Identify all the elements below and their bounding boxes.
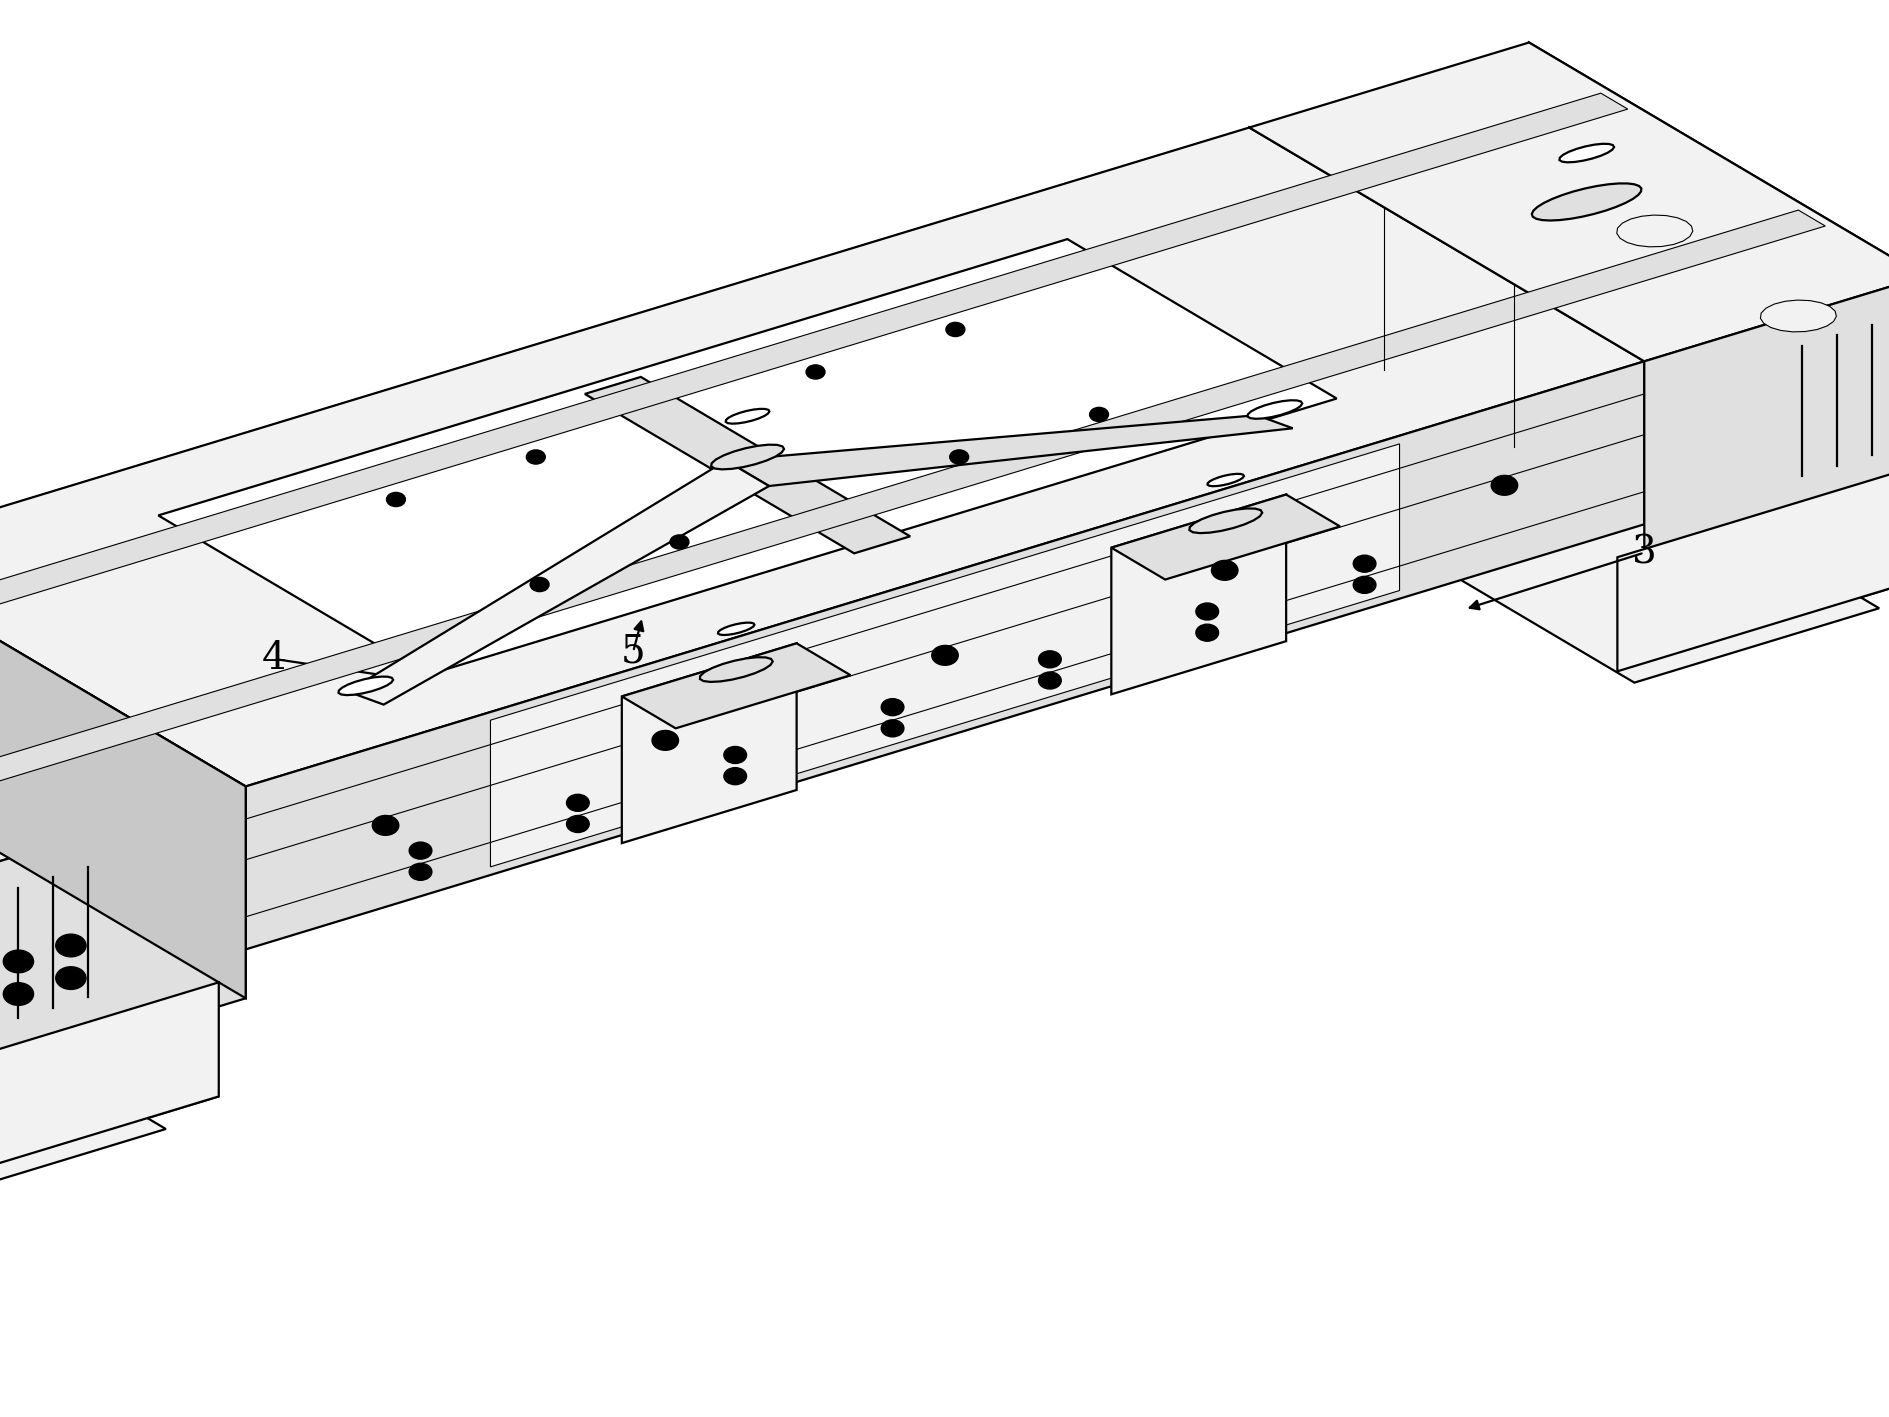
Polygon shape [246, 361, 1643, 949]
Polygon shape [621, 643, 797, 843]
Circle shape [723, 768, 746, 785]
Polygon shape [0, 982, 219, 1192]
Polygon shape [0, 210, 1825, 822]
Polygon shape [1759, 300, 1836, 332]
Polygon shape [0, 948, 166, 1203]
Polygon shape [1643, 276, 1889, 574]
Circle shape [880, 720, 903, 737]
Polygon shape [1111, 495, 1339, 580]
Circle shape [669, 536, 688, 550]
Text: 2: 2 [1105, 364, 1132, 401]
Polygon shape [1530, 183, 1640, 221]
Polygon shape [1558, 143, 1613, 163]
Polygon shape [0, 781, 219, 1078]
Text: 5: 5 [620, 633, 646, 670]
Polygon shape [1617, 462, 1889, 672]
Polygon shape [725, 410, 769, 424]
Polygon shape [1111, 495, 1285, 694]
Circle shape [525, 451, 546, 465]
Circle shape [55, 934, 85, 956]
Circle shape [944, 323, 965, 337]
Circle shape [652, 731, 678, 751]
Polygon shape [338, 676, 393, 696]
Circle shape [567, 816, 589, 833]
Circle shape [931, 646, 958, 666]
Circle shape [1490, 476, 1517, 496]
Polygon shape [584, 377, 910, 554]
Polygon shape [0, 128, 1643, 786]
Polygon shape [710, 445, 784, 469]
Circle shape [4, 983, 34, 1006]
Circle shape [1039, 672, 1060, 689]
Polygon shape [0, 128, 1249, 716]
Polygon shape [1247, 400, 1302, 419]
Text: 1: 1 [992, 322, 1018, 359]
Polygon shape [1528, 43, 1889, 487]
Polygon shape [0, 553, 246, 999]
Polygon shape [0, 786, 246, 1083]
Circle shape [1039, 650, 1060, 667]
Circle shape [880, 699, 903, 716]
Circle shape [1196, 604, 1218, 621]
Circle shape [723, 747, 746, 764]
Circle shape [372, 816, 399, 836]
Polygon shape [1591, 259, 1889, 575]
Polygon shape [1188, 509, 1262, 533]
Polygon shape [491, 444, 1398, 867]
Polygon shape [621, 643, 850, 728]
Polygon shape [1328, 428, 1878, 683]
Polygon shape [348, 461, 769, 704]
Circle shape [567, 795, 589, 812]
Circle shape [1196, 625, 1218, 640]
Circle shape [1353, 577, 1375, 594]
Circle shape [1088, 408, 1107, 422]
Circle shape [948, 451, 969, 465]
Polygon shape [0, 553, 246, 871]
Polygon shape [1249, 128, 1643, 524]
Text: 3: 3 [1630, 534, 1657, 571]
Circle shape [410, 863, 431, 880]
Polygon shape [1275, 374, 1889, 672]
Polygon shape [159, 239, 1336, 674]
Circle shape [529, 577, 550, 592]
Circle shape [4, 951, 34, 973]
Polygon shape [0, 894, 219, 1192]
Circle shape [410, 842, 431, 859]
Polygon shape [1275, 259, 1889, 557]
Circle shape [805, 364, 824, 380]
Polygon shape [1249, 43, 1889, 361]
Polygon shape [699, 657, 773, 682]
Circle shape [55, 966, 85, 989]
Circle shape [1353, 555, 1375, 572]
Polygon shape [0, 94, 1626, 704]
Polygon shape [718, 622, 754, 635]
Text: 4: 4 [261, 640, 287, 677]
Polygon shape [1615, 215, 1693, 247]
Polygon shape [725, 415, 1292, 486]
Circle shape [385, 493, 404, 507]
Circle shape [1211, 561, 1237, 581]
Polygon shape [1207, 473, 1243, 486]
